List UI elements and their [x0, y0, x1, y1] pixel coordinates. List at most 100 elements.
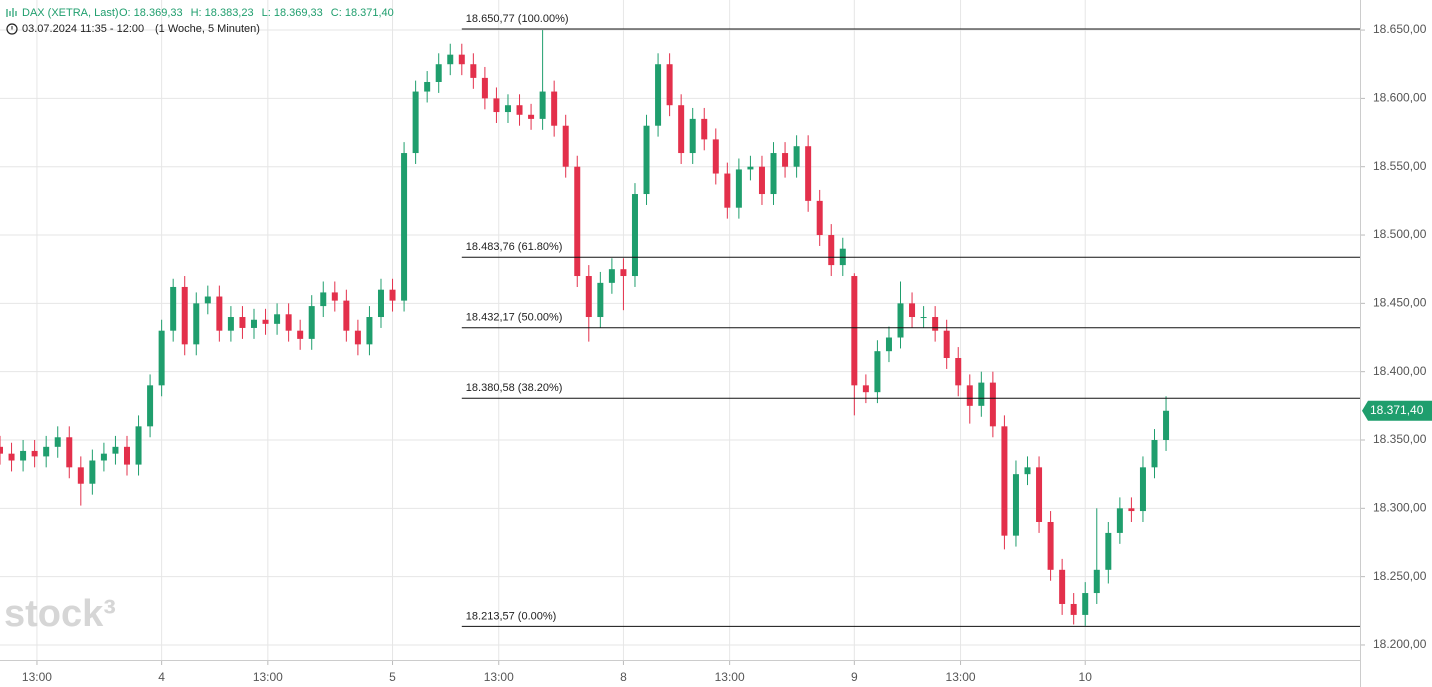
candle-body [424, 81, 431, 92]
candle-body [1024, 467, 1031, 475]
candle-body [943, 330, 950, 359]
candle-body [447, 54, 454, 65]
y-tick-label: 18.300,00 [1373, 500, 1427, 514]
candle-body [458, 54, 465, 65]
candle-body [354, 330, 361, 345]
y-tick-label: 18.400,00 [1373, 364, 1427, 378]
candle-body [239, 317, 246, 328]
candle-body [585, 276, 592, 318]
y-tick-label: 18.650,00 [1373, 22, 1427, 36]
candle-body [631, 194, 638, 277]
candle-body [123, 446, 130, 465]
candle-body [0, 446, 3, 454]
x-tick-label: 4 [158, 670, 165, 684]
candle-body [885, 337, 892, 352]
last-price-label: 18.371,40 [1370, 403, 1424, 417]
candle-body [250, 319, 257, 328]
x-tick-label: 13:00 [253, 670, 283, 684]
candle-body [1139, 467, 1146, 512]
candle-body [331, 292, 338, 301]
candle-body [493, 98, 500, 113]
candle-body [643, 125, 650, 195]
ohlc-value: L: 18.369,33 [262, 7, 323, 19]
y-tick-label: 18.500,00 [1373, 227, 1427, 241]
candle-body [909, 303, 916, 318]
candle-body [701, 118, 708, 140]
candle-body [816, 200, 823, 236]
candle-body [1163, 410, 1170, 440]
candles [0, 30, 1170, 626]
interval: (1 Woche, 5 Minuten) [155, 23, 260, 35]
candle-body [551, 91, 558, 126]
candle-body [262, 319, 269, 324]
candle-body [1059, 569, 1066, 604]
fib-label: 18.650,77 (100.00%) [466, 13, 569, 25]
candle-body [955, 358, 962, 386]
candle-body [435, 64, 442, 82]
candle-body [897, 303, 904, 338]
candle-body [158, 330, 165, 386]
candle-body [1105, 532, 1112, 570]
x-tick-label: 13:00 [715, 670, 745, 684]
fib-label: 18.483,76 (61.80%) [466, 241, 563, 253]
ohlc-value: O: 18.369,33 [119, 7, 183, 19]
candle-body [1093, 569, 1100, 594]
candle-body [308, 306, 315, 339]
candle-body [851, 276, 858, 386]
candle-body [562, 125, 569, 167]
candle-body [689, 118, 696, 154]
candle-body [66, 437, 73, 468]
x-tick-label: 13:00 [946, 670, 976, 684]
candle-body [412, 91, 419, 154]
y-tick-label: 18.350,00 [1373, 432, 1427, 446]
candle-body [678, 105, 685, 154]
candle-body [147, 385, 154, 427]
candle-body [539, 91, 546, 119]
candle-body [204, 296, 211, 304]
candle-body [1001, 426, 1008, 536]
candle-body [597, 282, 604, 318]
candle-body [1070, 603, 1077, 615]
candle-body [343, 300, 350, 331]
last-price-badge [1362, 400, 1432, 421]
candle-body [366, 317, 373, 345]
ohlc-value: H: 18.383,23 [191, 7, 254, 19]
fib-label: 18.432,17 (50.00%) [466, 312, 563, 324]
candle-body [758, 166, 765, 195]
candle-body [320, 292, 327, 307]
candle-body [297, 330, 304, 339]
candle-body [620, 269, 627, 277]
candle-body [747, 166, 754, 170]
x-tick-label: 10 [1079, 670, 1093, 684]
candle-body [401, 153, 408, 301]
y-tick-label: 18.600,00 [1373, 91, 1427, 105]
candle-body [989, 382, 996, 427]
y-tick-label: 18.200,00 [1373, 637, 1427, 651]
candle-body [966, 385, 973, 406]
candle-body [828, 235, 835, 266]
candle-body [31, 450, 38, 457]
candle-body [77, 467, 84, 484]
y-tick-label: 18.250,00 [1373, 569, 1427, 583]
candle-body [735, 169, 742, 208]
candle-body [862, 385, 869, 393]
candle-body [1036, 467, 1043, 522]
x-tick-label: 8 [620, 670, 627, 684]
candle-body [285, 314, 292, 331]
candle-body [377, 289, 384, 318]
candle-body [793, 146, 800, 167]
candle-body [504, 105, 511, 113]
candle-body [470, 64, 477, 78]
candle-body [724, 173, 731, 208]
bar-icon [6, 8, 17, 17]
candle-body [1116, 508, 1123, 533]
candle-body [574, 166, 581, 277]
y-tick-label: 18.550,00 [1373, 159, 1427, 173]
candle-body [481, 77, 488, 99]
watermark: stock³ [4, 593, 116, 635]
candle-body [389, 289, 396, 301]
candle-body [712, 139, 719, 174]
x-tick-label: 13:00 [484, 670, 514, 684]
candle-body [932, 317, 939, 331]
